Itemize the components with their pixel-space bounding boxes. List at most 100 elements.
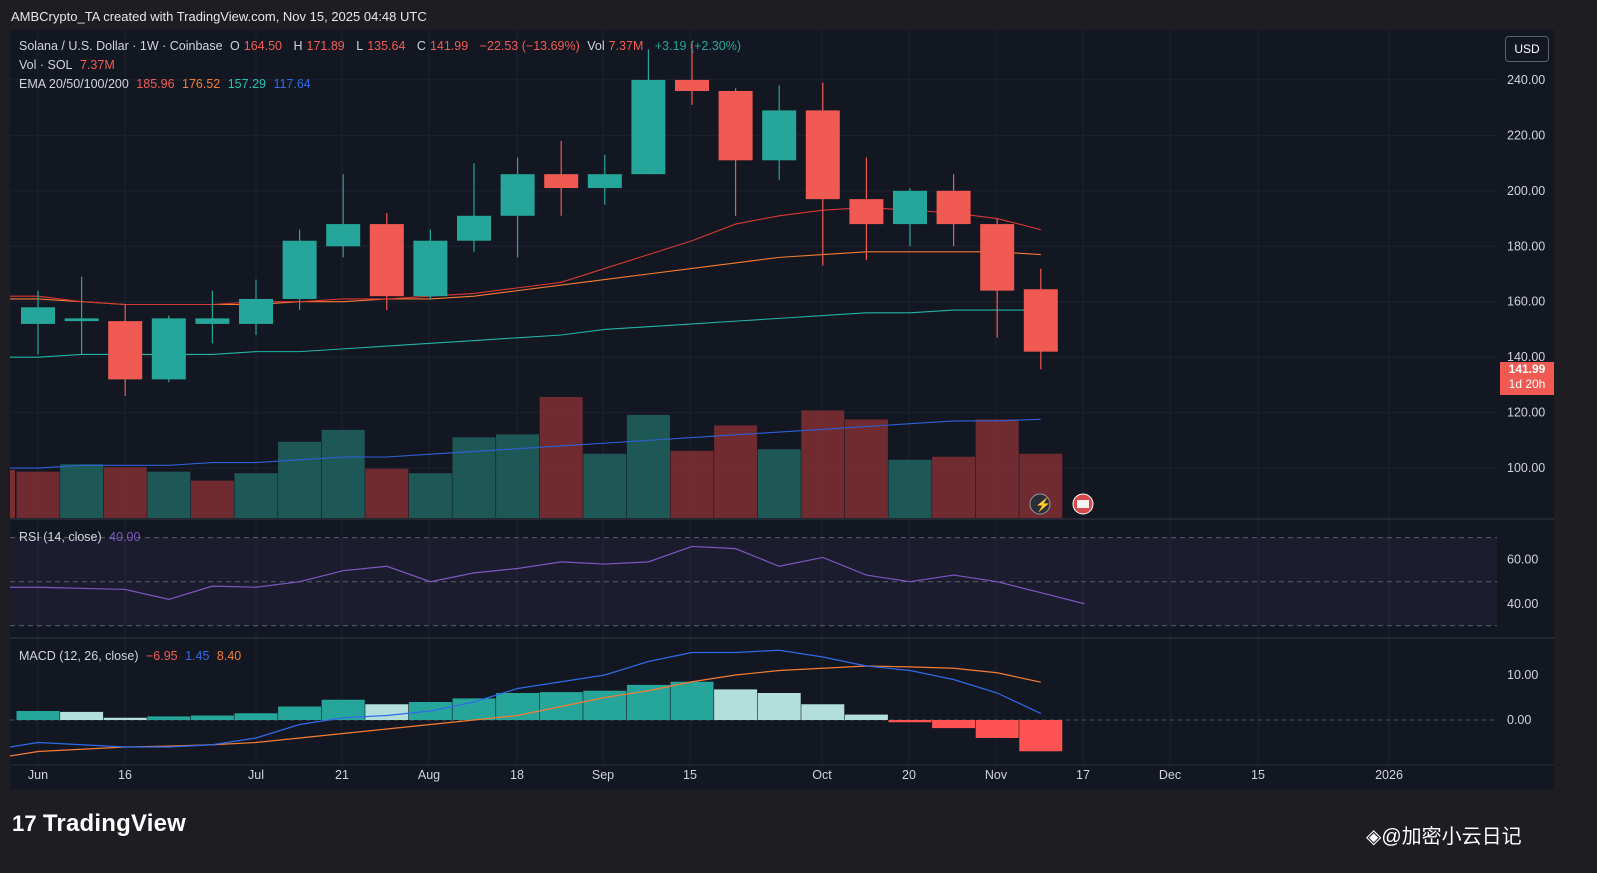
us-flag-stripes-icon bbox=[1077, 500, 1089, 508]
time-tick-label-12: Dec bbox=[1159, 768, 1181, 782]
volume-bar-22 bbox=[975, 419, 1019, 518]
price-tick-label-2: 140.00 bbox=[1507, 350, 1545, 364]
price-tick-label-4: 180.00 bbox=[1507, 239, 1545, 253]
volume-bar-7 bbox=[321, 429, 365, 518]
lightning-glyph-icon: ⚡ bbox=[1035, 497, 1051, 513]
candle-body-2 bbox=[108, 321, 143, 380]
rsi-tick-label-1: 60.00 bbox=[1507, 553, 1538, 567]
ema200-line bbox=[10, 418, 1041, 469]
candle-body-22 bbox=[980, 224, 1015, 291]
volume-bar-21 bbox=[932, 456, 976, 518]
rsi-value: 40.00 bbox=[109, 530, 141, 544]
volume-bar-18 bbox=[801, 410, 845, 518]
rsi-legend[interactable]: RSI (14, close) 40.00 bbox=[19, 530, 141, 544]
volume-legend[interactable]: Vol · SOL 7.37M bbox=[19, 58, 115, 72]
candle-body-7 bbox=[326, 224, 361, 247]
candle-body-1 bbox=[64, 318, 99, 322]
price-tick-label-6: 220.00 bbox=[1507, 128, 1545, 142]
candle-body-10 bbox=[457, 215, 491, 241]
time-tick-label-2: Jul bbox=[248, 768, 264, 782]
ema20-value: 185.96 bbox=[136, 77, 175, 91]
candle-body-20 bbox=[893, 190, 927, 225]
tradingview-logo[interactable]: 17 TradingView bbox=[12, 810, 187, 837]
open-value: 164.50 bbox=[243, 39, 283, 53]
candle-body-23 bbox=[1023, 289, 1058, 352]
candle-body-11 bbox=[500, 174, 535, 216]
volume-change-value: +3.19 (+2.30%) bbox=[654, 39, 742, 53]
volume-bar-16 bbox=[714, 425, 758, 518]
ema-legend[interactable]: EMA 20/50/100/200 185.96 176.52 157.29 1… bbox=[19, 77, 311, 91]
macd-hist-bar-22 bbox=[975, 720, 1019, 738]
high-value: 171.89 bbox=[306, 39, 345, 53]
macd-signal-value: 8.40 bbox=[216, 649, 242, 663]
volume-bar-partial bbox=[10, 470, 15, 518]
volume-bar-9 bbox=[408, 473, 452, 518]
volume-bar-2 bbox=[103, 467, 147, 518]
candle-body-12 bbox=[544, 174, 579, 189]
macd-hist-bar-2 bbox=[103, 717, 147, 720]
time-tick-label-1: 16 bbox=[118, 768, 132, 782]
macd-hist-bar-19 bbox=[844, 714, 888, 720]
watermark: ◈@加密小云日记 bbox=[1366, 826, 1522, 848]
volume-bar-14 bbox=[626, 414, 670, 518]
time-tick-label-10: Nov bbox=[985, 768, 1008, 782]
macd-hist-bar-21 bbox=[932, 720, 976, 729]
macd-hist-bar-1 bbox=[60, 711, 104, 720]
volume-bar-17 bbox=[757, 449, 801, 518]
symbol-title[interactable]: Solana / U.S. Dollar · 1W · Coinbase bbox=[19, 39, 223, 53]
close-value: 141.99 bbox=[429, 39, 469, 53]
candle-body-0 bbox=[21, 307, 55, 324]
time-tick-label-9: 20 bbox=[902, 768, 916, 782]
macd-hist-bar-23 bbox=[1019, 720, 1063, 752]
volume-bar-11 bbox=[496, 434, 540, 518]
price-tick-label-7: 240.00 bbox=[1507, 73, 1545, 87]
price-legend: Solana / U.S. Dollar · 1W · Coinbase O 16… bbox=[19, 39, 742, 53]
macd-hist-bar-17 bbox=[757, 693, 801, 720]
candle-body-9 bbox=[413, 240, 448, 297]
volume-bar-4 bbox=[190, 480, 234, 518]
candle-body-13 bbox=[587, 174, 622, 189]
volume-bar-6 bbox=[278, 441, 322, 518]
macd-hist-value: −6.95 bbox=[145, 649, 178, 663]
candle-body-5 bbox=[239, 298, 273, 324]
macd-tick-label-0: 0.00 bbox=[1507, 713, 1531, 727]
time-tick-label-4: Aug bbox=[418, 768, 440, 782]
macd-line bbox=[9, 649, 1042, 748]
volume-bar-12 bbox=[539, 397, 583, 518]
ema200-value: 117.64 bbox=[273, 77, 311, 91]
currency-button[interactable]: USD bbox=[1505, 36, 1549, 62]
time-tick-label-5: 18 bbox=[510, 768, 524, 782]
time-tick-label-7: 15 bbox=[683, 768, 697, 782]
low-value: 135.64 bbox=[367, 39, 406, 53]
volume-bar-1 bbox=[60, 464, 104, 518]
ema50-line bbox=[10, 251, 1041, 306]
macd-hist-bar-5 bbox=[234, 713, 278, 720]
macd-legend[interactable]: MACD (12, 26, close) −6.95 1.45 8.40 bbox=[19, 649, 242, 663]
candle-body-15 bbox=[675, 79, 709, 91]
last-price-tag: 141.99 1d 20h bbox=[1500, 362, 1554, 395]
time-tick-label-6: Sep bbox=[592, 768, 614, 782]
bar-countdown: 1d 20h bbox=[1508, 377, 1546, 391]
time-tick-label-13: 15 bbox=[1251, 768, 1265, 782]
macd-hist-bar-15 bbox=[670, 681, 714, 720]
volume-bar-10 bbox=[452, 437, 496, 518]
change-value: −22.53 (−13.69%) bbox=[479, 39, 580, 53]
candle-body-16 bbox=[718, 91, 753, 161]
candle-body-18 bbox=[805, 110, 840, 200]
chart-attribution: AMBCrypto_TA created with TradingView.co… bbox=[11, 9, 427, 24]
price-tick-label-3: 160.00 bbox=[1507, 295, 1545, 309]
candle-body-8 bbox=[369, 224, 404, 297]
volume-bar-13 bbox=[583, 453, 627, 518]
macd-hist-bar-16 bbox=[714, 689, 758, 720]
time-tick-label-8: Oct bbox=[812, 768, 832, 782]
lightning-event-icon bbox=[1029, 493, 1051, 515]
volume-value: 7.37M bbox=[608, 39, 644, 53]
candle-body-4 bbox=[195, 318, 230, 324]
candle-body-3 bbox=[151, 318, 186, 380]
macd-hist-bar-8 bbox=[365, 704, 409, 720]
volume-bar-15 bbox=[670, 450, 714, 518]
macd-hist-bar-0 bbox=[16, 711, 60, 720]
time-tick-label-11: 17 bbox=[1076, 768, 1090, 782]
time-tick-label-14: 2026 bbox=[1375, 768, 1403, 782]
